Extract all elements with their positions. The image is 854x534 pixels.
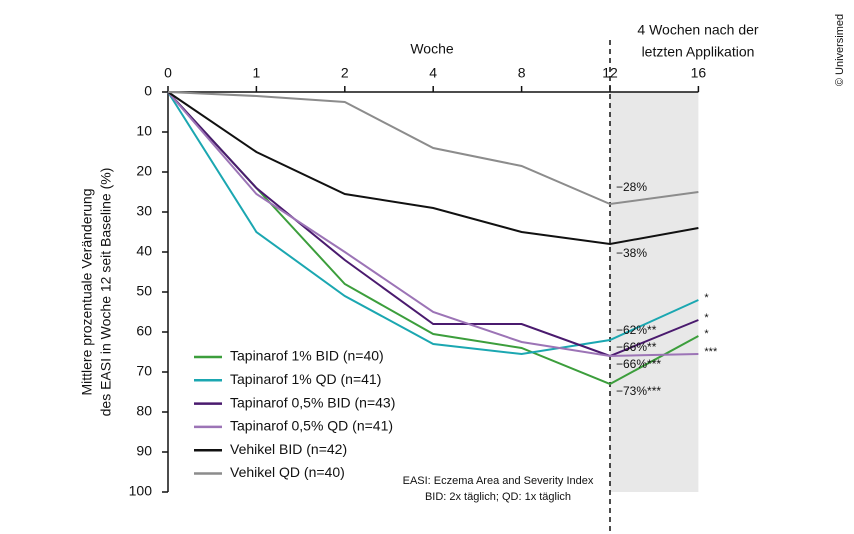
legend-label: Tapinarof 1% QD (n=41) [230, 371, 381, 387]
y-tick-label: 80 [136, 403, 152, 419]
y-axis-title: Mittlere prozentuale Veränderung [79, 188, 95, 395]
copyright: © Universimed [834, 14, 846, 86]
legend-label: Vehikel QD (n=40) [230, 464, 345, 480]
footnote: EASI: Eczema Area and Severity Index [403, 475, 594, 487]
data-label: −66%*** [616, 357, 661, 371]
data-label: −73%*** [616, 384, 661, 398]
series-line [167, 91, 699, 358]
x-tick-label: 8 [518, 65, 526, 81]
x-tick-label: 4 [429, 65, 437, 81]
y-tick-label: 90 [136, 443, 152, 459]
significance-label: * [704, 292, 709, 304]
legend-label: Tapinarof 1% BID (n=40) [230, 348, 384, 364]
y-tick-label: 0 [144, 83, 152, 99]
annotation: letzten Applikation [642, 44, 755, 60]
y-tick-label: 100 [129, 483, 153, 499]
y-tick-label: 20 [136, 163, 152, 179]
y-tick-label: 60 [136, 323, 152, 339]
follow-up-region [610, 92, 699, 492]
y-tick-label: 30 [136, 203, 152, 219]
data-label: −38% [616, 246, 647, 260]
series-line [167, 91, 699, 356]
x-tick-label: 0 [164, 65, 172, 81]
y-tick-label: 40 [136, 243, 152, 259]
y-tick-label: 50 [136, 283, 152, 299]
x-tick-label: 1 [253, 65, 261, 81]
x-tick-label: 16 [691, 65, 707, 81]
x-tick-label: 12 [602, 65, 618, 81]
significance-label: * [704, 328, 709, 340]
series-line [167, 91, 699, 246]
significance-label: *** [704, 346, 718, 358]
data-label: −66%** [616, 340, 657, 354]
y-axis-title: des EASI in Woche 12 seit Baseline (%) [98, 168, 114, 417]
series-line [167, 91, 699, 206]
legend-label: Vehikel BID (n=42) [230, 441, 347, 457]
footnote: BID: 2x täglich; QD: 1x täglich [425, 491, 571, 503]
annotation: 4 Wochen nach der [637, 22, 758, 38]
legend-label: Tapinarof 0,5% BID (n=43) [230, 394, 395, 410]
data-label: −62%** [616, 323, 657, 337]
significance-label: * [704, 312, 709, 324]
legend-label: Tapinarof 0,5% QD (n=41) [230, 418, 393, 434]
x-tick-label: 2 [341, 65, 349, 81]
y-tick-label: 10 [136, 123, 152, 139]
y-tick-label: 70 [136, 363, 152, 379]
x-axis-title: Woche [410, 41, 454, 57]
data-label: −28% [616, 180, 647, 194]
